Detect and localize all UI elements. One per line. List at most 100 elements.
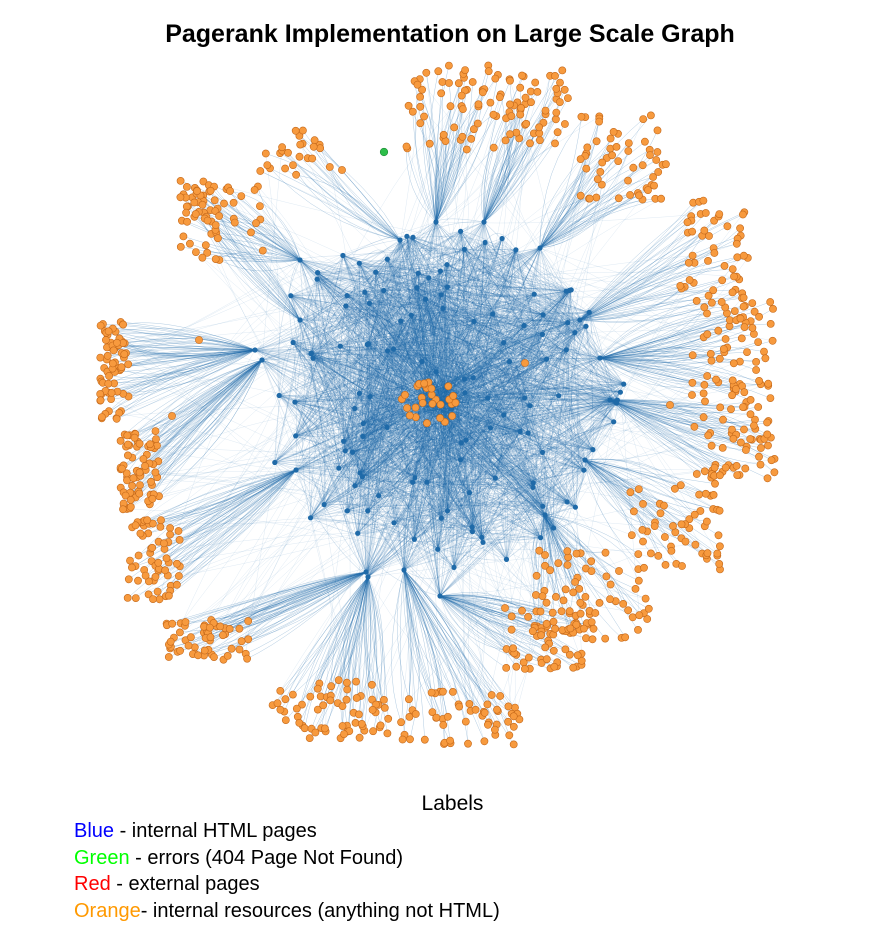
resource-node: [710, 249, 719, 257]
resource-node: [126, 495, 135, 504]
graph-edge: [279, 395, 546, 516]
resource-node: [615, 567, 623, 575]
resource-node: [746, 410, 755, 419]
graph-edge: [295, 319, 306, 436]
graph-edge: [506, 290, 570, 560]
graph-edge: [406, 236, 525, 326]
hub-node: [408, 312, 414, 318]
graph-edge: [359, 321, 475, 474]
graph-edge: [383, 290, 547, 360]
graph-edge: [483, 221, 531, 406]
graph-edge: [393, 221, 437, 523]
graph-edge: [464, 249, 617, 404]
graph-edge: [294, 401, 325, 505]
graph-edge: [299, 259, 547, 360]
resource-node: [156, 523, 165, 531]
graph-edge: [436, 231, 461, 295]
graph-edge: [311, 273, 419, 354]
graph-edge: [452, 492, 470, 568]
hub-node: [487, 425, 493, 431]
graph-edge: [312, 357, 546, 516]
graph-edge: [509, 361, 543, 453]
graph-edge: [317, 272, 531, 406]
graph-edge: [406, 236, 572, 291]
graph-edge: [461, 442, 543, 453]
resource-node: [148, 494, 157, 503]
graph-edge: [569, 290, 580, 508]
graph-edge: [399, 239, 465, 380]
graph-edge: [435, 221, 510, 362]
resource-node: [707, 441, 716, 450]
graph-edge: [441, 492, 470, 519]
graph-edge: [340, 315, 412, 347]
graph-edge: [338, 393, 361, 469]
resource-node: [769, 304, 777, 313]
graph-edge: [367, 480, 428, 512]
graph-edge: [294, 292, 366, 403]
graph-edge: [412, 237, 590, 313]
graph-edge: [446, 247, 541, 271]
graph-edge: [509, 361, 576, 508]
resource-node: [174, 572, 183, 580]
resource-node: [661, 561, 670, 569]
graph-edge: [428, 221, 437, 278]
graph-edge: [481, 399, 611, 538]
graph-edge: [369, 303, 568, 323]
graph-edge: [375, 271, 543, 453]
graph-edge: [295, 350, 388, 437]
hub-node: [435, 546, 441, 552]
graph-edge: [383, 290, 491, 428]
graph-edge: [435, 371, 543, 453]
resource-node: [649, 173, 657, 181]
resource-node: [700, 380, 709, 389]
graph-edge: [540, 322, 568, 538]
graph-edge: [558, 395, 575, 502]
graph-edge: [364, 291, 559, 396]
graph-edge: [450, 314, 544, 401]
graph-edge: [425, 299, 448, 404]
graph-edge: [359, 472, 473, 532]
graph-edge: [363, 395, 559, 424]
resource-node: [710, 463, 719, 472]
graph-edge: [317, 272, 369, 578]
resource-node: [768, 336, 777, 345]
graph-edge: [310, 313, 493, 354]
resource-node: [153, 587, 162, 596]
graph-edge: [446, 264, 504, 343]
hub-node: [365, 574, 371, 580]
graph-edge: [342, 255, 484, 543]
resource-node: [700, 467, 709, 476]
graph-edge: [345, 450, 473, 532]
graph-edge: [299, 259, 546, 516]
graph-edge: [368, 343, 534, 484]
graph-edge: [254, 295, 348, 351]
graph-edge: [542, 334, 624, 385]
hub-node: [336, 465, 342, 471]
resource-node: [743, 348, 751, 356]
graph-edge: [469, 395, 559, 493]
graph-edge: [367, 510, 441, 597]
graph-edge: [367, 477, 496, 513]
graph-edge: [254, 349, 474, 379]
graph-edge: [522, 247, 541, 434]
graph-edge: [540, 501, 568, 538]
graph-edge: [290, 295, 618, 401]
graph-edge: [440, 271, 452, 511]
graph-edge: [312, 237, 414, 359]
graph-edge: [347, 293, 535, 299]
graph-edge: [393, 515, 442, 524]
resource-node: [638, 526, 647, 534]
graph-edge: [566, 326, 589, 351]
graph-edge: [290, 295, 306, 321]
graph-edge: [495, 289, 572, 479]
resource-node: [723, 222, 732, 231]
graph-edge: [403, 403, 443, 571]
graph-edge: [442, 238, 503, 404]
graph-edge: [387, 258, 590, 313]
graph-edge: [412, 277, 435, 483]
graph-edge: [503, 326, 587, 416]
graph-edge: [383, 290, 443, 403]
hub-node: [539, 449, 546, 455]
graph-edge: [279, 395, 543, 507]
graph-edge: [400, 320, 412, 329]
